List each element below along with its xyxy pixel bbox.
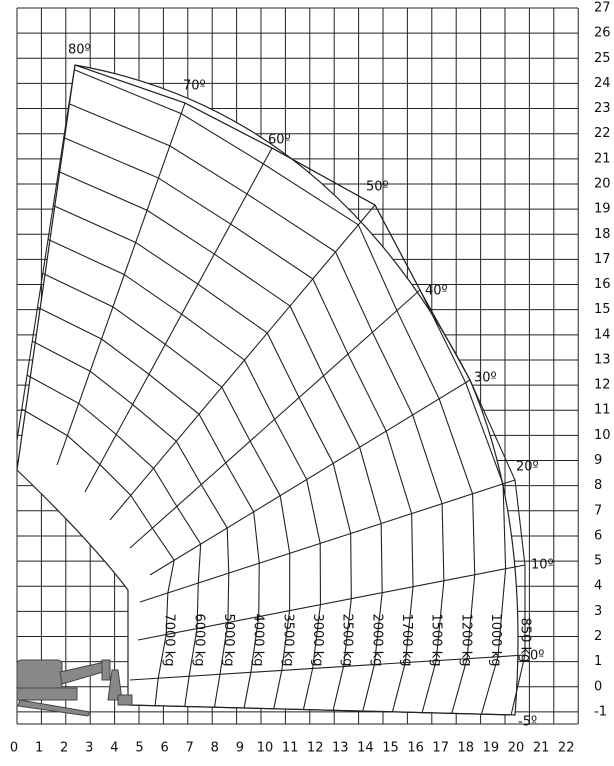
y-tick-label: 20 bbox=[594, 176, 611, 191]
load-label: 4000 kg bbox=[251, 614, 266, 667]
x-tick-label: 3 bbox=[85, 741, 93, 756]
boom-line bbox=[109, 204, 376, 521]
angle-label: 50º bbox=[366, 180, 389, 195]
x-tick-label: 7 bbox=[186, 741, 194, 756]
x-tick-label: 6 bbox=[160, 741, 168, 756]
y-tick-label: 7 bbox=[594, 503, 602, 518]
x-tick-label: 1 bbox=[35, 741, 43, 756]
y-tick-label: 9 bbox=[594, 453, 602, 468]
angle-label: 70º bbox=[183, 79, 206, 94]
y-tick-label: 1 bbox=[594, 654, 602, 669]
boom-line bbox=[16, 64, 76, 441]
y-tick-label: 8 bbox=[594, 478, 602, 493]
x-tick-label: 16 bbox=[407, 741, 424, 756]
x-tick-label: 18 bbox=[458, 741, 475, 756]
y-tick-label: 19 bbox=[594, 202, 611, 217]
y-tick-label: 10 bbox=[594, 428, 611, 443]
load-curve bbox=[42, 272, 291, 709]
load-curve bbox=[63, 137, 414, 712]
load-curve bbox=[74, 64, 526, 716]
y-tick-label: 14 bbox=[594, 327, 611, 342]
envelope bbox=[16, 64, 519, 716]
load-label: 1700 kg bbox=[399, 614, 414, 667]
angle-label: 40º bbox=[425, 284, 448, 299]
y-tick-label: 12 bbox=[594, 378, 611, 393]
y-tick-label: 2 bbox=[594, 629, 602, 644]
x-tick-label: 20 bbox=[508, 741, 525, 756]
load-label: 7000 kg bbox=[162, 614, 177, 667]
load-curve bbox=[26, 374, 202, 707]
x-tick-label: 2 bbox=[60, 741, 68, 756]
boom-line bbox=[127, 704, 516, 716]
curves bbox=[16, 64, 526, 716]
boom-line bbox=[56, 102, 186, 466]
x-tick-label: 19 bbox=[483, 741, 500, 756]
y-tick-label: 23 bbox=[594, 101, 611, 116]
y-tick-label: 0 bbox=[594, 679, 602, 694]
load-curve bbox=[68, 103, 445, 713]
y-tick-label: 3 bbox=[594, 604, 602, 619]
load-curve bbox=[53, 204, 352, 711]
y-tick-label: -1 bbox=[594, 704, 607, 719]
load-label: 850 kg bbox=[518, 618, 533, 663]
y-tick-label: 16 bbox=[594, 277, 611, 292]
angle-label: 20º bbox=[516, 460, 539, 475]
load-label: 1000 kg bbox=[488, 614, 503, 667]
load-label: 5000 kg bbox=[221, 614, 236, 667]
y-tick-label: 15 bbox=[594, 302, 611, 317]
y-tick-label: 13 bbox=[594, 352, 611, 367]
y-tick-label: 22 bbox=[594, 126, 611, 141]
x-tick-label: 8 bbox=[211, 741, 219, 756]
load-label: 2000 kg bbox=[369, 614, 384, 667]
y-tick-label: 26 bbox=[594, 26, 611, 41]
y-tick-label: 17 bbox=[594, 252, 611, 267]
load-label: 3500 kg bbox=[280, 614, 295, 667]
x-tick-label: 15 bbox=[382, 741, 399, 756]
load-label: 6000 kg bbox=[191, 614, 206, 667]
y-tick-label: 21 bbox=[594, 151, 611, 166]
boom-line bbox=[139, 479, 516, 603]
machine bbox=[16, 659, 133, 717]
y-tick-label: 5 bbox=[594, 554, 602, 569]
x-tick-label: 4 bbox=[110, 741, 118, 756]
load-label: 2500 kg bbox=[340, 614, 355, 667]
x-tick-label: 17 bbox=[432, 741, 449, 756]
boom-line bbox=[129, 654, 526, 681]
load-label: 1200 kg bbox=[458, 614, 473, 667]
y-tick-label: 11 bbox=[594, 403, 611, 418]
x-tick-label: 10 bbox=[257, 741, 274, 756]
load-curve bbox=[58, 171, 383, 712]
y-tick-label: 27 bbox=[594, 1, 611, 16]
angle-label: -5º bbox=[518, 715, 537, 730]
x-tick-label: 13 bbox=[332, 741, 349, 756]
boom-line bbox=[149, 379, 471, 576]
x-tick-label: 21 bbox=[533, 741, 550, 756]
y-tick-label: 6 bbox=[594, 528, 602, 543]
y-tick-label: 18 bbox=[594, 227, 611, 242]
load-label: 1500 kg bbox=[429, 614, 444, 667]
angle-label: 30º bbox=[474, 371, 497, 386]
x-tick-label: 11 bbox=[282, 741, 299, 756]
x-tick-label: 14 bbox=[357, 741, 374, 756]
load-curve bbox=[21, 408, 175, 706]
x-tick-label: 5 bbox=[135, 741, 143, 756]
load-label: 3000 kg bbox=[310, 614, 325, 667]
angle-label: 10º bbox=[531, 558, 554, 573]
load-curve bbox=[74, 69, 476, 714]
x-tick-label: 22 bbox=[558, 741, 575, 756]
x-tick-label: 12 bbox=[307, 741, 324, 756]
y-tick-label: 4 bbox=[594, 579, 602, 594]
y-tick-label: 25 bbox=[594, 51, 611, 66]
angle-label: 0º bbox=[530, 649, 544, 664]
load-curve bbox=[32, 340, 230, 708]
load-curve bbox=[47, 238, 322, 710]
angle-label: 80º bbox=[68, 43, 91, 58]
x-tick-label: 9 bbox=[236, 741, 244, 756]
angle-label: 60º bbox=[268, 133, 291, 148]
y-tick-label: 24 bbox=[594, 76, 611, 91]
boom-line bbox=[137, 564, 526, 641]
x-tick-label: 0 bbox=[10, 741, 18, 756]
load-curve bbox=[37, 306, 260, 709]
